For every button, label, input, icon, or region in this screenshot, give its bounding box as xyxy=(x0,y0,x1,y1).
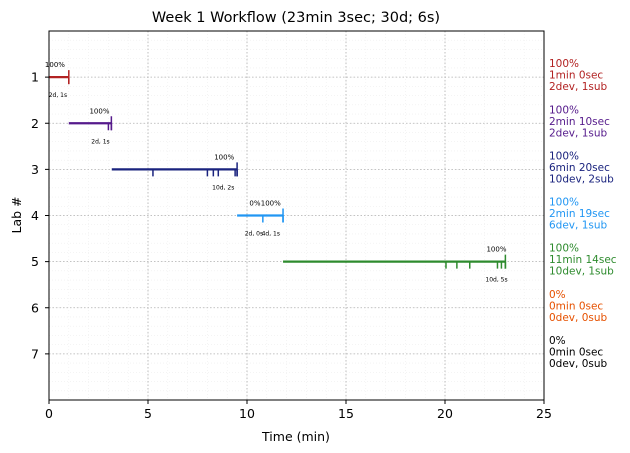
lab-1-summary-line: 1min 0sec xyxy=(549,70,603,82)
x-tick-label: 20 xyxy=(437,406,453,421)
y-axis-label: Lab # xyxy=(9,196,24,233)
y-tick-label: 3 xyxy=(31,162,39,177)
lab-3-count-label: 10d, 2s xyxy=(212,184,234,191)
y-tick-label: 7 xyxy=(31,346,39,361)
lab-6-summary-line: 0% xyxy=(549,289,566,301)
y-tick-label: 5 xyxy=(31,254,39,269)
lab-3-summary-line: 100% xyxy=(549,150,579,162)
lab-1-pct-label: 100% xyxy=(45,61,65,69)
x-tick-label: 15 xyxy=(338,406,354,421)
lab-7-summary-line: 0min 0sec xyxy=(549,346,603,358)
lab-4-count-label: 2d, 0s xyxy=(245,231,263,238)
lab-6-summary-line: 0dev, 0sub xyxy=(549,312,608,324)
x-tick-label: 10 xyxy=(239,406,255,421)
y-tick-label: 6 xyxy=(31,300,39,315)
lab-4-summary-line: 6dev, 1sub xyxy=(549,220,608,232)
lab-5-summary-line: 11min 14sec xyxy=(549,254,617,266)
lab-6-summary-line: 0min 0sec xyxy=(549,300,603,312)
chart-title: Week 1 Workflow (23min 3sec; 30d; 6s) xyxy=(152,10,440,26)
lab-1-summary-line: 2dev, 1sub xyxy=(549,81,608,93)
y-tick-label: 4 xyxy=(31,208,39,223)
lab-2-summary-line: 2dev, 1sub xyxy=(549,127,608,139)
lab-2-summary-line: 2min 10sec xyxy=(549,116,610,128)
x-tick-label: 0 xyxy=(45,406,53,421)
lab-4-summary-line: 2min 19sec xyxy=(549,208,610,220)
lab-5-count-label: 10d, 5s xyxy=(485,277,507,284)
x-tick-label: 5 xyxy=(144,406,152,421)
x-tick-label: 25 xyxy=(536,406,552,421)
y-axis-ticks: 1 2 3 4 5 6 7 xyxy=(31,70,49,361)
lab-2-pct-label: 100% xyxy=(89,107,109,115)
lab-5-pct-label: 100% xyxy=(486,246,506,254)
lab-7-summary-line: 0dev, 0sub xyxy=(549,358,608,370)
y-tick-label: 2 xyxy=(31,116,39,131)
lab-5-summary-line: 10dev, 1sub xyxy=(549,266,614,278)
y-tick-label: 1 xyxy=(31,70,39,85)
lab-7-summary-line: 0% xyxy=(549,335,566,347)
lab-3-pct-label: 100% xyxy=(214,153,234,161)
lab-1-count-label: 2d, 1s xyxy=(49,92,67,99)
lab-4-summary-line: 100% xyxy=(549,197,579,209)
lab-3-summary-line: 10dev, 2sub xyxy=(549,173,614,185)
lab-4-pct-label: 100% xyxy=(261,200,281,208)
x-axis-label: Time (min) xyxy=(261,429,330,444)
lab-4-count-label: 4d, 1s xyxy=(262,231,280,238)
lab-2-count-label: 2d, 1s xyxy=(91,138,109,145)
lab-1-summary-line: 100% xyxy=(549,58,579,70)
x-axis-ticks: 0 5 10 15 20 25 xyxy=(45,400,552,421)
lab-5-summary-line: 100% xyxy=(549,243,579,255)
lab-3-summary-line: 6min 20sec xyxy=(549,162,610,174)
lab-4-pct-label: 0% xyxy=(249,200,260,208)
lab-2-summary-line: 100% xyxy=(549,104,579,116)
